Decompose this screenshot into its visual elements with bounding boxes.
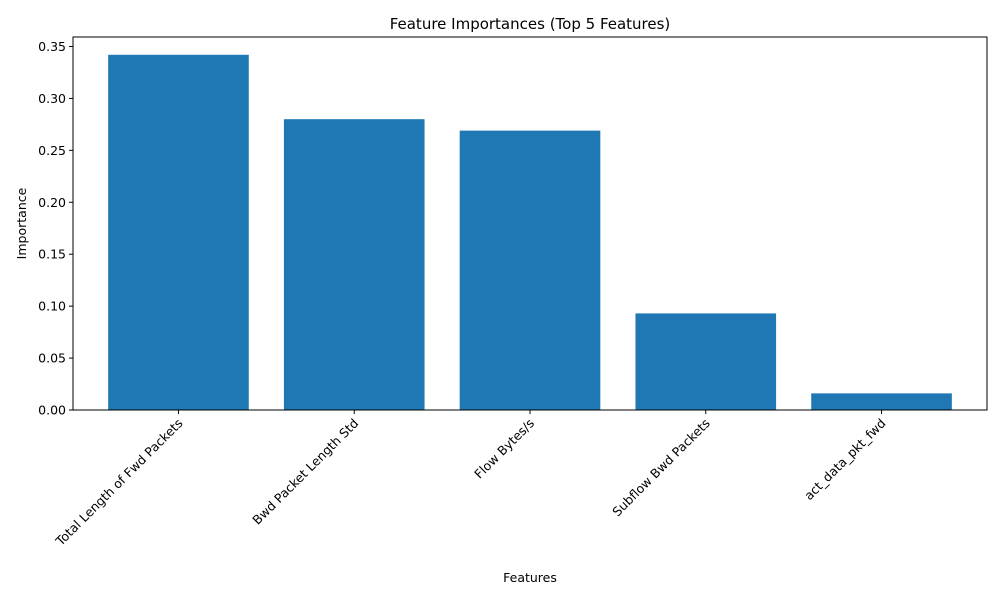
- bars-group: [108, 54, 952, 411]
- y-tick-label: 0.10: [38, 299, 66, 314]
- y-tick-label: 0.15: [38, 247, 66, 262]
- x-tick-label: Flow Bytes/s: [471, 416, 537, 482]
- bar-2: [283, 119, 425, 410]
- x-tick-label: Subflow Bwd Packets: [609, 416, 713, 520]
- x-tick-label: Bwd Packet Length Std: [249, 416, 361, 528]
- y-tick-label: 0.00: [38, 403, 66, 418]
- x-axis-label: Features: [503, 570, 557, 585]
- bar-1: [108, 54, 249, 410]
- y-axis: 0.00 0.05 0.10 0.15 0.20 0.25 0.30 0.35: [38, 39, 73, 418]
- x-axis: Total Length of Fwd Packets Bwd Packet Le…: [52, 410, 889, 549]
- y-axis-label: Importance: [14, 187, 29, 259]
- bar-4: [635, 313, 777, 410]
- x-tick-label: act_data_pkt_fwd: [801, 416, 889, 504]
- x-tick-label: Total Length of Fwd Packets: [52, 416, 186, 550]
- chart-title: Feature Importances (Top 5 Features): [390, 15, 671, 33]
- y-tick-label: 0.35: [38, 39, 66, 54]
- y-tick-label: 0.30: [38, 91, 66, 106]
- bar-5: [811, 393, 952, 410]
- y-tick-label: 0.20: [38, 195, 66, 210]
- y-tick-label: 0.25: [38, 143, 66, 158]
- y-tick-label: 0.05: [38, 351, 66, 366]
- bar-3: [459, 130, 601, 411]
